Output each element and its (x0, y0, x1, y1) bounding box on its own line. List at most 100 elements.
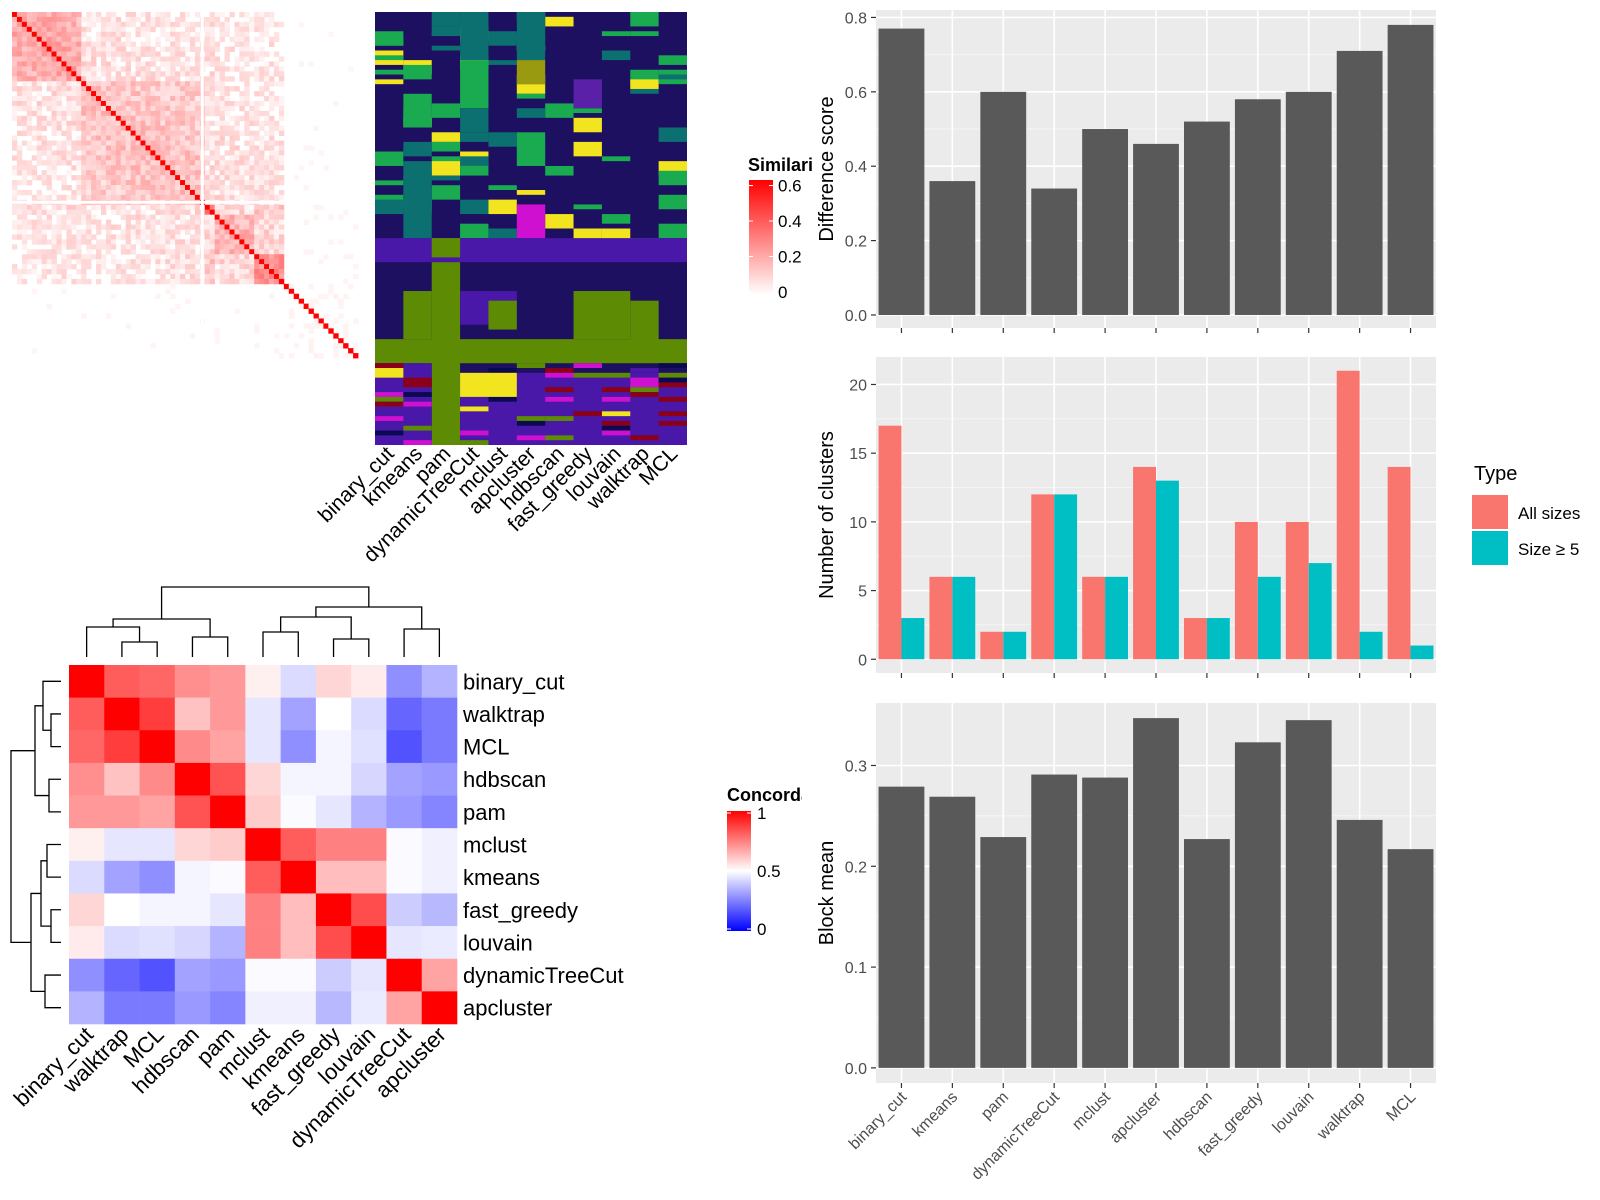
similarity-cell (135, 209, 141, 216)
similarity-cell (26, 21, 33, 28)
similarity-cell (239, 269, 245, 275)
similarity-cell (170, 239, 176, 245)
similarity-cell (130, 71, 136, 77)
similarity-cell (12, 66, 18, 72)
similarity-cell (185, 269, 191, 275)
similarity-cell (175, 31, 181, 38)
similarity-cell (189, 234, 196, 240)
similarity-cell (303, 185, 309, 191)
similarity-cell (81, 180, 87, 186)
similarity-cell (259, 51, 265, 57)
similarity-cell (269, 254, 275, 260)
similarity-cell (71, 234, 77, 240)
similarity-cell (269, 96, 275, 102)
similarity-cell (71, 224, 77, 230)
similarity-cell (105, 130, 112, 136)
membership-cell (460, 60, 489, 109)
similarity-cell (160, 46, 166, 52)
similarity-cell (288, 313, 295, 319)
similarity-cell (175, 76, 181, 82)
similarity-cell (278, 165, 285, 171)
bar (1184, 618, 1207, 660)
similarity-cell (283, 333, 290, 339)
similarity-cell (135, 125, 141, 132)
similarity-cell (16, 46, 23, 52)
similarity-cell (175, 194, 181, 201)
y-tick-label: 15 (849, 446, 867, 463)
similarity-cell (81, 31, 87, 38)
membership-cell (403, 64, 432, 80)
similarity-cell (61, 180, 67, 186)
similarity-cell (140, 269, 146, 275)
similarity-cell (56, 219, 62, 225)
similarity-cell (189, 180, 196, 186)
similarity-cell (219, 214, 225, 220)
membership-cell (573, 291, 631, 340)
similarity-cell (170, 110, 176, 117)
similarity-cell (244, 36, 250, 43)
similarity-cell (249, 175, 255, 181)
similarity-cell (71, 46, 77, 52)
similarity-cell (264, 21, 270, 28)
similarity-cell (204, 189, 211, 196)
bar (901, 618, 925, 660)
similarity-cell (219, 155, 225, 161)
similarity-cell (333, 333, 339, 339)
legend-tick-label: 0 (757, 920, 766, 939)
similarity-cell (175, 244, 181, 250)
similarity-cell (66, 130, 72, 136)
similarity-cell (61, 61, 67, 67)
similarity-cell (249, 249, 255, 255)
similarity-cell (194, 150, 201, 156)
similarity-cell (273, 120, 280, 127)
similarity-cell (41, 259, 47, 265)
similarity-cell (76, 51, 82, 57)
similarity-cell (160, 105, 166, 112)
similarity-cell (86, 145, 92, 151)
similarity-cell (96, 31, 102, 38)
similarity-cell (150, 224, 156, 230)
similarity-cell (214, 269, 220, 275)
similarity-cell (61, 120, 67, 127)
similarity-cell (155, 160, 161, 166)
similarity-cell (145, 46, 151, 52)
similarity-cell (145, 81, 151, 87)
similarity-cell (239, 66, 245, 72)
similarity-cell (214, 175, 220, 181)
similarity-cell (244, 140, 250, 146)
similarity-cell (170, 249, 176, 255)
similarity-cell (259, 170, 265, 176)
similarity-cell (12, 224, 18, 230)
similarity-cell (229, 145, 235, 151)
membership-cell (601, 50, 631, 61)
similarity-cell (224, 214, 230, 220)
similarity-cell (224, 91, 230, 97)
similarity-cell (115, 21, 122, 28)
similarity-cell (214, 219, 220, 225)
similarity-cell (254, 26, 260, 33)
similarity-cell (110, 130, 117, 136)
similarity-cell (254, 71, 260, 77)
similarity-cell (140, 239, 146, 245)
similarity-cell (36, 100, 43, 107)
similarity-cell (105, 229, 112, 235)
similarity-cell (56, 278, 62, 285)
similarity-cell (145, 76, 151, 82)
similarity-cell (328, 288, 334, 295)
similarity-cell (209, 76, 216, 82)
similarity-cell (224, 16, 230, 23)
similarity-cell (46, 41, 52, 47)
similarity-cell (51, 31, 57, 38)
similarity-cell (100, 130, 107, 136)
similarity-cell (46, 140, 52, 146)
similarity-cell (150, 194, 156, 201)
membership-cell (516, 132, 546, 166)
similarity-cell (269, 239, 275, 245)
similarity-cell (204, 259, 211, 265)
similarity-cell (273, 229, 280, 235)
similarity-cell (269, 194, 275, 201)
similarity-cell (12, 145, 18, 151)
similarity-cell (180, 264, 186, 270)
similarity-cell (209, 234, 216, 240)
bar (1184, 839, 1230, 1068)
